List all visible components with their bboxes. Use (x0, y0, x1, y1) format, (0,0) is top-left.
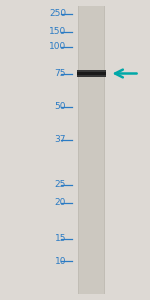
Text: 250: 250 (49, 9, 66, 18)
Bar (104, 6, 105, 294)
Text: 100: 100 (49, 42, 66, 51)
Bar (77, 75, 106, 77)
Text: 25: 25 (55, 180, 66, 189)
Bar (77, 70, 106, 77)
Text: 37: 37 (54, 135, 66, 144)
Text: 20: 20 (55, 198, 66, 207)
Bar (78, 6, 79, 294)
Bar (78, 6, 105, 294)
Bar (77, 70, 106, 72)
Text: 150: 150 (49, 27, 66, 36)
Text: 75: 75 (54, 69, 66, 78)
Text: 10: 10 (54, 256, 66, 266)
Text: 50: 50 (54, 102, 66, 111)
Text: 15: 15 (54, 234, 66, 243)
